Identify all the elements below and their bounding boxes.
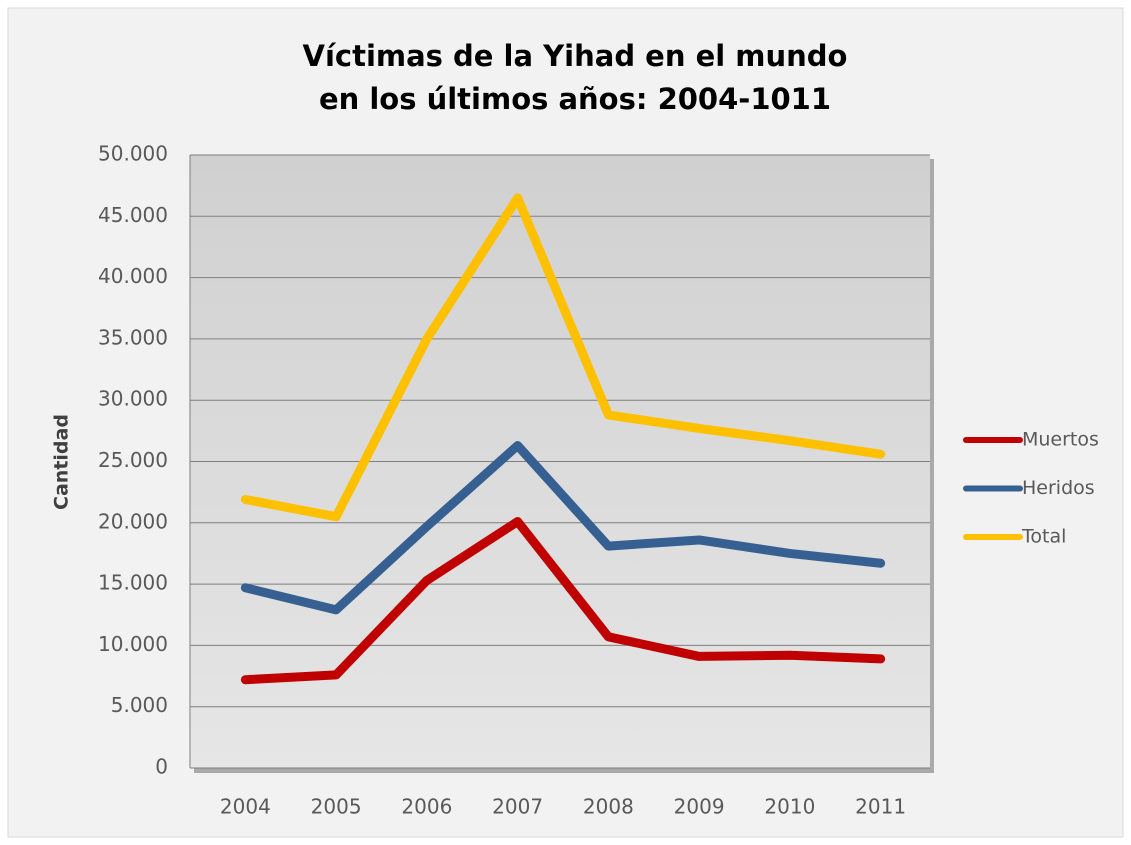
legend-label: Heridos: [1022, 477, 1095, 499]
x-tick-label: 2006: [401, 795, 452, 819]
x-tick-label: 2009: [674, 795, 725, 819]
y-tick-label: 15.000: [98, 571, 168, 595]
chart-title: en los últimos años: 2004-1011: [319, 82, 831, 116]
legend-label: Muertos: [1022, 429, 1099, 451]
y-tick-label: 20.000: [98, 509, 168, 533]
series-line: [240, 441, 886, 615]
x-tick-label: 2008: [583, 795, 634, 819]
series-line: [240, 517, 886, 685]
y-tick-label: 25.000: [98, 448, 168, 472]
y-tick-label: 5.000: [111, 693, 168, 717]
y-axis-label: Cantidad: [51, 414, 73, 510]
x-tick-label: 2011: [855, 795, 906, 819]
y-tick-label: 45.000: [98, 203, 168, 227]
legend-label: Total: [1021, 526, 1066, 548]
chart-title: Víctimas de la Yihad en el mundo: [303, 39, 848, 73]
x-tick-label: 2005: [311, 795, 362, 819]
y-tick-label: 35.000: [98, 325, 168, 349]
x-tick-label: 2004: [220, 795, 271, 819]
x-tick-label: 2007: [492, 795, 543, 819]
x-tick-label: 2010: [764, 795, 815, 819]
y-tick-label: 30.000: [98, 387, 168, 411]
y-tick-label: 40.000: [98, 264, 168, 288]
y-tick-label: 0: [155, 755, 168, 779]
y-tick-label: 10.000: [98, 632, 168, 656]
series-line: [240, 193, 886, 522]
y-tick-label: 50.000: [98, 142, 168, 166]
